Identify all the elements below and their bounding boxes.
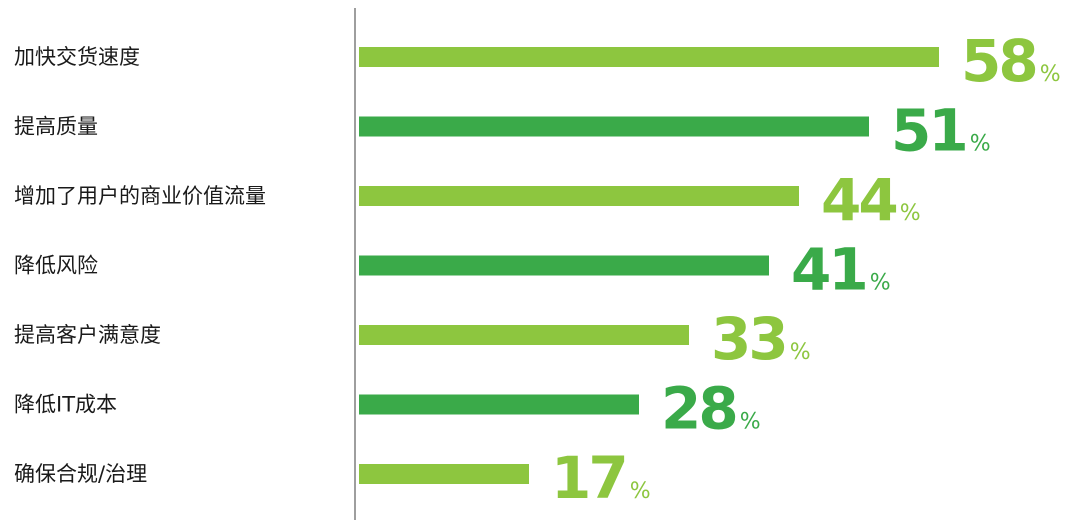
data-label-value: 41 xyxy=(791,236,866,304)
data-label-percent: % xyxy=(630,479,651,504)
data-label-percent: % xyxy=(970,132,991,157)
data-label: 33% xyxy=(711,305,811,373)
bars-layer: 加快交货速度 58 % 提高质量 51 % 增加了用户的商业价值流量 44 % 降低风险 41 % 提高… xyxy=(14,27,1061,512)
bar xyxy=(359,464,529,484)
data-label: 17% xyxy=(551,444,651,512)
bar xyxy=(359,47,939,67)
data-label-value: 51 xyxy=(891,97,966,165)
category-label: 确保合规/治理 xyxy=(14,462,147,486)
data-label: 51% xyxy=(891,97,991,165)
bar xyxy=(359,394,639,415)
category-label: 提高质量 xyxy=(14,115,98,139)
data-label-percent: % xyxy=(900,201,921,226)
bar xyxy=(359,116,869,137)
data-label-value: 17 xyxy=(551,444,626,512)
category-label: 降低风险 xyxy=(14,254,98,278)
data-label-percent: % xyxy=(740,410,761,435)
data-label-value: 33 xyxy=(711,305,786,373)
category-label: 加快交货速度 xyxy=(14,45,140,69)
bar xyxy=(359,255,769,276)
data-label-value: 44 xyxy=(821,166,896,234)
category-label: 提高客户满意度 xyxy=(14,323,161,347)
data-label-value: 28 xyxy=(661,375,736,443)
data-label-percent: % xyxy=(790,340,811,365)
category-label: 增加了用户的商业价值流量 xyxy=(14,184,266,208)
category-label: 降低IT成本 xyxy=(14,393,117,417)
bar xyxy=(359,325,689,345)
data-label-value: 58 xyxy=(961,27,1036,95)
data-label: 28% xyxy=(661,375,761,443)
data-label: 41% xyxy=(791,236,891,304)
bar xyxy=(359,186,799,206)
data-label-percent: % xyxy=(1040,62,1061,87)
data-label: 58% xyxy=(961,27,1061,95)
data-label-percent: % xyxy=(870,271,891,296)
data-label: 44% xyxy=(821,166,921,234)
